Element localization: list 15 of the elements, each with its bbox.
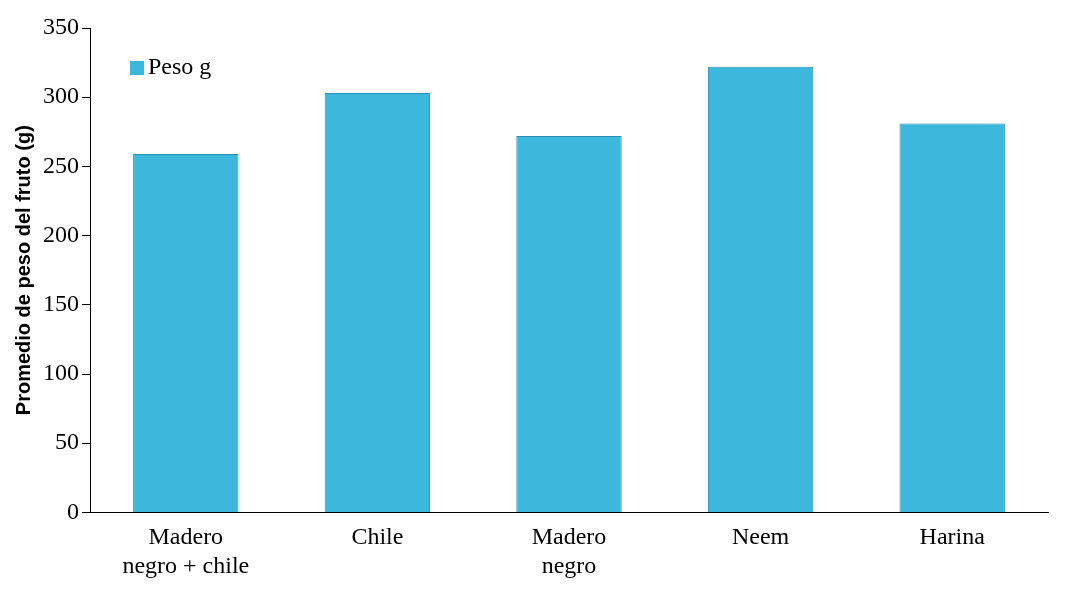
y-tick-label: 100	[43, 359, 79, 386]
x-tick-label: Neem	[731, 523, 790, 550]
x-tick-label: Madero negro	[531, 523, 607, 578]
legend-label: Peso g	[148, 53, 212, 80]
y-tick-label: 300	[43, 82, 79, 109]
x-tick-label: Madero negro + chile	[122, 523, 250, 578]
x-tick-label: Harina	[919, 523, 986, 550]
x-tick-label: Chile	[351, 523, 404, 550]
y-tick-label: 200	[43, 220, 79, 247]
y-axis-title: Promedio de peso del fruto (g)	[11, 125, 34, 416]
y-tick-label: 150	[43, 290, 79, 317]
y-tick-label: 350	[43, 13, 79, 40]
y-tick-label: 250	[43, 151, 79, 178]
y-tick-label: 0	[67, 497, 79, 524]
y-tick-label: 50	[55, 428, 79, 455]
